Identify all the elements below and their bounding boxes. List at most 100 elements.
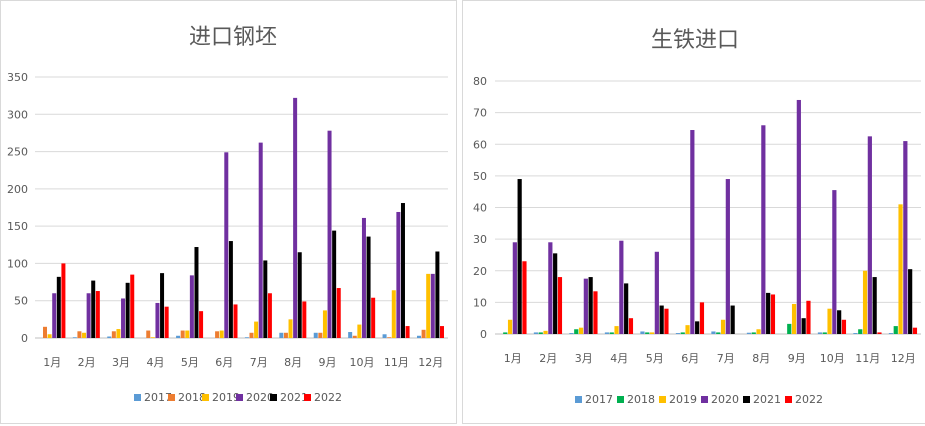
chart-pig-iron: 生铁进口 0 10 20 30 40 50 60 70 80 1月 2月 3月 4月 5月 6月 7月 8月 9月 1… (473, 28, 921, 406)
legend-label-2018: 2018 (178, 391, 206, 404)
bar-2022-1 (522, 261, 527, 334)
bar-2017-5 (640, 331, 645, 334)
bar-2021-10 (837, 310, 842, 334)
legend-swatch-2017 (134, 394, 141, 401)
y-tick-label: 30 (473, 233, 487, 246)
bar-2018-5 (645, 332, 650, 334)
legend-swatch-2019 (659, 396, 666, 403)
x-tick-label: 10月 (349, 356, 374, 369)
bar-2020-1 (512, 242, 517, 334)
x-tick-label: 12月 (418, 356, 443, 369)
legend-swatch-2018 (617, 396, 624, 403)
bar-2022-5 (664, 308, 669, 334)
bar-2022-4 (628, 318, 634, 334)
bar-2018-10 (352, 335, 357, 338)
x-tick-label: 1月 (504, 352, 522, 365)
x-tick-label: 7月 (250, 356, 268, 369)
bar-2018-8 (751, 332, 756, 334)
legend-label-2022: 2022 (314, 391, 342, 404)
bar-2017-11 (382, 334, 387, 338)
bar-2021-6 (695, 321, 700, 334)
legend-swatch-2019 (202, 394, 209, 401)
x-tick-label: 4月 (146, 356, 164, 369)
bar-2020-2 (548, 242, 553, 334)
bar-2018-5 (180, 330, 185, 338)
bar-2020-12 (903, 141, 908, 334)
bar-2018-11 (858, 329, 863, 334)
x-tick-label: 4月 (610, 352, 628, 365)
bar-2021-7 (730, 305, 735, 334)
bar-2017-5 (176, 335, 181, 338)
bar-2021-1 (517, 179, 522, 334)
y-tick-label: 10 (473, 296, 487, 309)
y-tick-label: 20 (473, 265, 487, 278)
bar-2020-12 (430, 273, 435, 338)
bar-2018-1 (503, 332, 508, 334)
y-tick-label: 150 (7, 220, 28, 233)
bar-2020-7 (258, 142, 263, 338)
bar-2018-2 (538, 332, 543, 334)
bar-2018-3 (111, 331, 116, 338)
bar-2019-5 (185, 330, 190, 338)
bar-2018-12 (893, 326, 898, 334)
bar-2020-7 (725, 179, 730, 334)
chart-panel-pig-iron: 生铁进口 0 10 20 30 40 50 60 70 80 1月 2月 3月 4月 5月 6月 7月 8月 9月 1… (462, 0, 925, 424)
legend-label-2021: 2021 (280, 391, 308, 404)
y-tick-label: 0 (480, 328, 487, 341)
bar-2021-11 (400, 203, 405, 338)
bar-2021-5 (659, 305, 664, 334)
bar-2018-4 (146, 330, 151, 338)
bar-2021-6 (228, 241, 233, 338)
bar-2022-2 (557, 277, 563, 334)
x-tick-label: 5月 (181, 356, 199, 369)
bar-2018-10 (822, 332, 827, 334)
bar-2017-3 (569, 333, 574, 334)
bar-2017-10 (348, 332, 353, 338)
bar-2020-6 (690, 130, 695, 334)
bar-2020-11 (867, 136, 872, 334)
bar-2021-8 (766, 292, 771, 334)
legend-label-2017: 2017 (585, 393, 613, 406)
bar-2019-3 (578, 327, 584, 334)
legend-swatch-2020 (701, 396, 708, 403)
y-tick-label: 70 (473, 107, 487, 120)
bar-2019-6 (219, 330, 224, 338)
bar-2017-11 (853, 333, 858, 334)
x-tick-label: 6月 (215, 356, 233, 369)
bar-2022-11 (405, 326, 410, 338)
bar-2018-1 (43, 326, 48, 338)
bar-2022-6 (233, 304, 238, 338)
legend-swatch-2022 (304, 394, 311, 401)
chart-title: 生铁进口 (651, 28, 739, 53)
bar-2020-5 (654, 251, 659, 334)
bar-2017-7 (711, 331, 716, 334)
bar-2021-9 (801, 318, 806, 334)
x-tick-label: 2月 (78, 356, 96, 369)
bar-2019-2 (543, 330, 548, 334)
bar-2018-8 (283, 332, 288, 338)
bar-2022-12 (439, 326, 444, 338)
bar-2022-11 (877, 332, 882, 334)
bar-2021-10 (366, 236, 371, 338)
bar-2017-12 (888, 333, 894, 334)
bar-2018-2 (77, 331, 82, 338)
bar-2019-10 (357, 324, 362, 338)
bar-2022-10 (371, 297, 376, 338)
bar-2017-9 (313, 332, 318, 338)
y-tick-label: 60 (473, 138, 487, 151)
bar-2018-6 (680, 332, 685, 334)
legend-label-2020: 2020 (711, 393, 739, 406)
y-tick-label: 0 (21, 332, 28, 345)
bar-2019-9 (322, 310, 327, 338)
legend-label-2017: 2017 (144, 391, 172, 404)
bar-2022-6 (699, 302, 705, 334)
bar-2021-2 (91, 280, 96, 338)
bar-2019-1 (47, 334, 52, 338)
bar-2018-7 (249, 332, 254, 338)
bar-2017-6 (675, 333, 681, 334)
y-tick-label: 80 (473, 75, 487, 88)
x-tick-label: 1月 (43, 356, 61, 369)
bar-2017-10 (817, 332, 823, 334)
bar-2019-11 (391, 290, 396, 338)
bar-2019-12 (898, 204, 903, 334)
